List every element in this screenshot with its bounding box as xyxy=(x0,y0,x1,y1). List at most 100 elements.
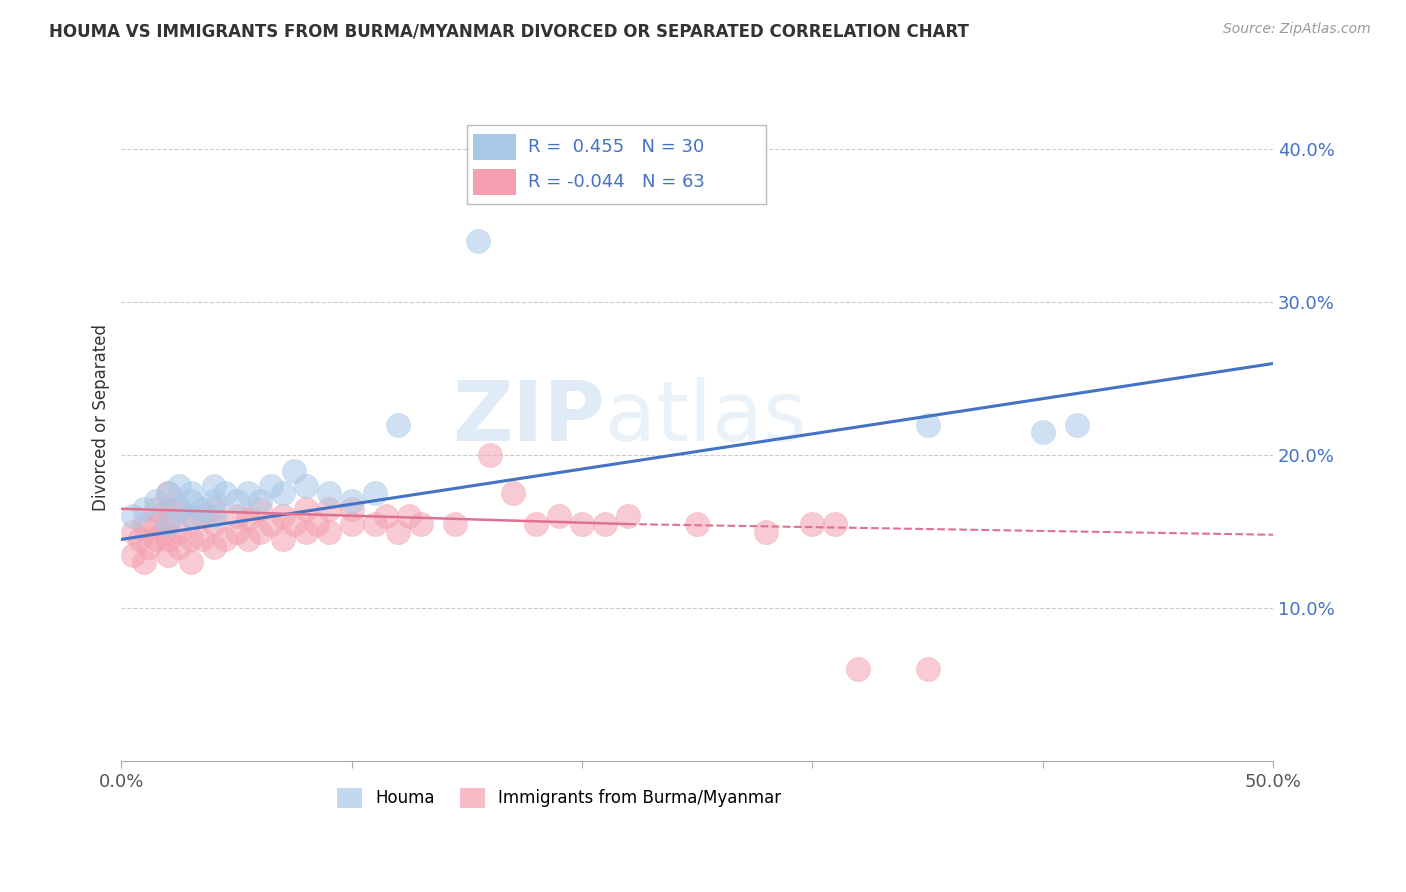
Point xyxy=(156,486,179,500)
Point xyxy=(167,540,190,554)
Point xyxy=(145,494,167,508)
Point xyxy=(145,533,167,547)
Text: R =  0.455   N = 30: R = 0.455 N = 30 xyxy=(527,138,704,156)
Point xyxy=(444,517,467,532)
Point xyxy=(387,524,409,539)
Point xyxy=(128,533,150,547)
Point xyxy=(271,486,294,500)
Text: Source: ZipAtlas.com: Source: ZipAtlas.com xyxy=(1223,22,1371,37)
Point xyxy=(467,234,489,248)
Point xyxy=(271,533,294,547)
Point xyxy=(167,501,190,516)
Point xyxy=(214,533,236,547)
Point xyxy=(824,517,846,532)
Point xyxy=(917,662,939,676)
Point xyxy=(294,524,316,539)
Point xyxy=(152,524,174,539)
Point xyxy=(214,486,236,500)
Point xyxy=(1032,425,1054,440)
Point xyxy=(271,509,294,524)
Point xyxy=(145,501,167,516)
Point xyxy=(398,509,420,524)
Point xyxy=(225,509,247,524)
Point xyxy=(180,533,202,547)
Point xyxy=(801,517,824,532)
Point xyxy=(571,517,593,532)
Y-axis label: Divorced or Separated: Divorced or Separated xyxy=(93,324,110,510)
Text: R = -0.044   N = 63: R = -0.044 N = 63 xyxy=(527,173,704,191)
Point xyxy=(917,417,939,432)
FancyBboxPatch shape xyxy=(467,125,766,203)
Point xyxy=(225,524,247,539)
Point xyxy=(225,494,247,508)
Text: atlas: atlas xyxy=(605,376,807,458)
Point xyxy=(307,517,329,532)
Point xyxy=(122,548,145,562)
Point xyxy=(409,517,432,532)
Point xyxy=(145,517,167,532)
Point xyxy=(260,479,283,493)
Point xyxy=(318,524,340,539)
Point xyxy=(202,509,225,524)
Point xyxy=(167,524,190,539)
Point xyxy=(122,509,145,524)
Point xyxy=(318,501,340,516)
Point xyxy=(134,501,156,516)
Point xyxy=(593,517,616,532)
Point xyxy=(249,501,271,516)
Legend: Houma, Immigrants from Burma/Myanmar: Houma, Immigrants from Burma/Myanmar xyxy=(330,781,787,814)
Point xyxy=(180,494,202,508)
Point xyxy=(686,517,709,532)
Point xyxy=(294,501,316,516)
Point xyxy=(134,517,156,532)
Point xyxy=(236,486,259,500)
Point xyxy=(191,501,214,516)
Point xyxy=(283,464,305,478)
Point xyxy=(617,509,640,524)
Text: ZIP: ZIP xyxy=(453,376,605,458)
Point xyxy=(180,486,202,500)
Point xyxy=(202,501,225,516)
Point xyxy=(1066,417,1088,432)
Point xyxy=(156,501,179,516)
Point xyxy=(387,417,409,432)
Point xyxy=(134,555,156,569)
Point xyxy=(364,517,387,532)
Point xyxy=(249,524,271,539)
Point xyxy=(548,509,571,524)
Point xyxy=(364,486,387,500)
Point xyxy=(848,662,870,676)
Point xyxy=(156,548,179,562)
Point xyxy=(156,517,179,532)
Point xyxy=(167,501,190,516)
Point xyxy=(180,555,202,569)
FancyBboxPatch shape xyxy=(472,134,516,161)
Point xyxy=(294,479,316,493)
Point xyxy=(340,501,363,516)
Point xyxy=(202,540,225,554)
Point xyxy=(236,533,259,547)
Point xyxy=(375,509,398,524)
Point xyxy=(156,533,179,547)
Point xyxy=(249,494,271,508)
Point xyxy=(156,517,179,532)
Point xyxy=(340,517,363,532)
Point xyxy=(167,479,190,493)
Point xyxy=(236,512,259,526)
Point xyxy=(283,517,305,532)
Point xyxy=(191,533,214,547)
Point xyxy=(180,509,202,524)
Point xyxy=(138,540,160,554)
FancyBboxPatch shape xyxy=(472,169,516,194)
Point xyxy=(202,494,225,508)
Point xyxy=(191,509,214,524)
Point xyxy=(340,494,363,508)
Text: HOUMA VS IMMIGRANTS FROM BURMA/MYANMAR DIVORCED OR SEPARATED CORRELATION CHART: HOUMA VS IMMIGRANTS FROM BURMA/MYANMAR D… xyxy=(49,22,969,40)
Point xyxy=(478,448,501,462)
Point xyxy=(156,486,179,500)
Point xyxy=(180,509,202,524)
Point xyxy=(260,517,283,532)
Point xyxy=(202,517,225,532)
Point xyxy=(122,524,145,539)
Point xyxy=(502,486,524,500)
